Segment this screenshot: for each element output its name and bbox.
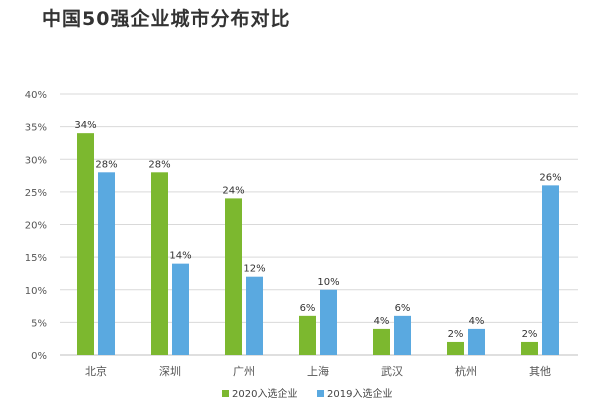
- bar-2019: [394, 315, 411, 355]
- data-label: 6%: [395, 303, 411, 314]
- x-tick-label: 杭州: [455, 364, 477, 378]
- bar-2019: [468, 328, 485, 355]
- data-label: 10%: [317, 277, 339, 288]
- x-tick-label: 广州: [233, 365, 255, 378]
- x-tick-label: 深圳: [159, 365, 181, 378]
- grid-lines: [60, 93, 578, 356]
- legend: 2020入选企业 2019入选企业: [222, 387, 392, 400]
- bar-2019: [98, 172, 115, 355]
- x-tick-label: 上海: [307, 364, 329, 378]
- y-tick-label: 25%: [25, 188, 47, 199]
- bars: [77, 133, 559, 355]
- legend-swatch-2019: [317, 390, 324, 397]
- y-tick-label: 15%: [25, 253, 47, 264]
- bar-2020: [447, 341, 464, 355]
- bar-2019: [246, 276, 263, 355]
- y-tick-label: 30%: [25, 155, 47, 166]
- data-label: 2%: [522, 329, 538, 340]
- data-label: 26%: [539, 172, 561, 183]
- legend-label-2019: 2019入选企业: [327, 387, 392, 400]
- bar-2019: [320, 289, 337, 355]
- x-tick-label: 其他: [529, 365, 551, 378]
- y-tick-label: 10%: [25, 286, 47, 297]
- data-label: 6%: [300, 303, 316, 314]
- data-label: 14%: [169, 251, 191, 262]
- data-label: 4%: [469, 316, 485, 327]
- x-tick-label: 武汉: [381, 365, 403, 378]
- y-tick-label: 40%: [25, 90, 47, 101]
- data-label: 4%: [374, 316, 390, 327]
- legend-label-2020: 2020入选企业: [232, 387, 297, 400]
- bar-2020: [373, 328, 390, 355]
- bar-2020: [299, 315, 316, 355]
- y-tick-label: 35%: [25, 123, 47, 134]
- data-labels: 34% 28% 28% 14% 24% 12% 6% 10% 4% 6% 2% 4% 2% 26%: [74, 120, 561, 340]
- y-tick-label: 5%: [31, 318, 47, 329]
- legend-swatch-2020: [222, 390, 229, 397]
- bar-2019: [172, 263, 189, 355]
- x-axis-ticks: 北京 深圳 广州 上海 武汉 杭州 其他: [85, 364, 551, 378]
- data-label: 28%: [148, 159, 170, 170]
- chart-title: 中国50强企业城市分布对比: [42, 8, 291, 30]
- y-axis-ticks: 0% 5% 10% 15% 20% 25% 30% 35% 40%: [25, 90, 47, 362]
- bar-2020: [77, 133, 94, 355]
- data-label: 28%: [95, 159, 117, 170]
- bar-2019: [542, 185, 559, 355]
- y-tick-label: 0%: [31, 351, 47, 362]
- bar-2020: [521, 341, 538, 355]
- data-label: 2%: [448, 329, 464, 340]
- x-tick-label: 北京: [85, 364, 107, 378]
- bar-2020: [225, 198, 242, 355]
- data-label: 34%: [74, 120, 96, 131]
- data-label: 24%: [222, 185, 244, 196]
- bar-2020: [151, 172, 168, 355]
- y-tick-label: 20%: [25, 221, 47, 232]
- data-label: 12%: [243, 264, 265, 275]
